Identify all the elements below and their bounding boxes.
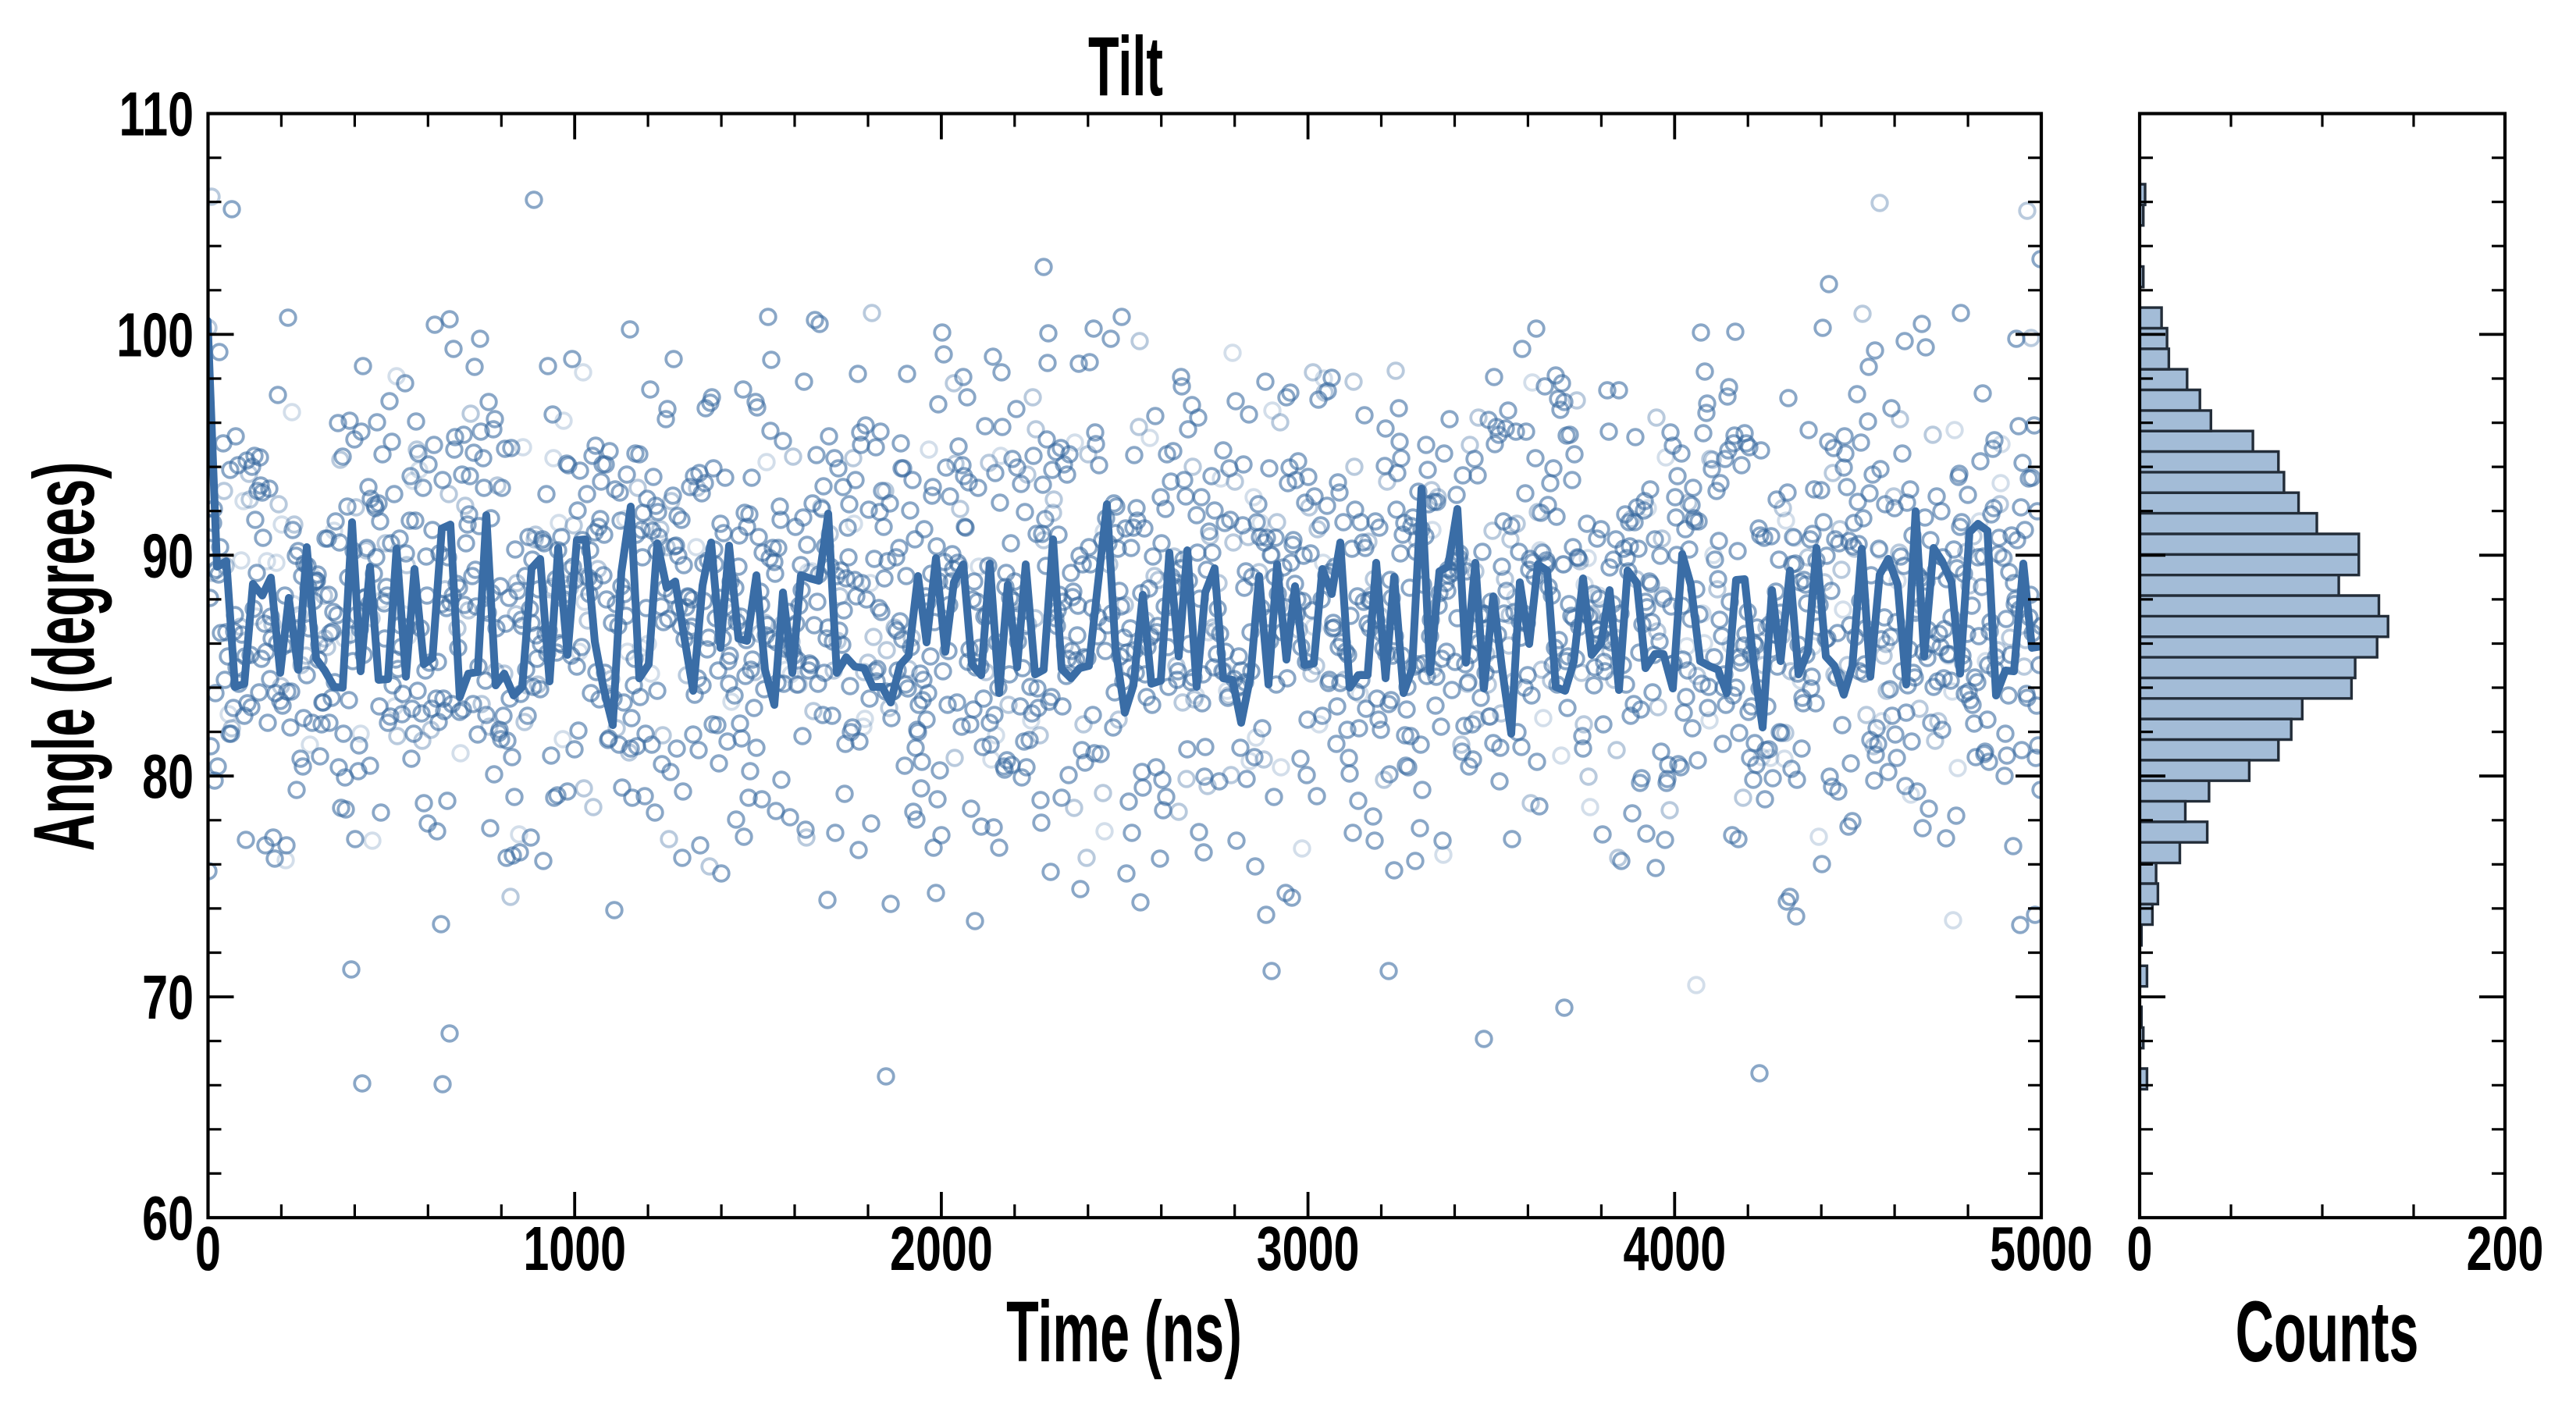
svg-text:60: 60	[142, 1183, 194, 1253]
svg-text:80: 80	[142, 741, 194, 811]
svg-text:Tilt: Tilt	[1088, 19, 1163, 113]
svg-text:3000: 3000	[1257, 1213, 1360, 1283]
svg-text:5000: 5000	[1990, 1213, 2093, 1283]
svg-text:100: 100	[116, 300, 194, 370]
svg-text:Counts: Counts	[2236, 1284, 2419, 1380]
svg-text:90: 90	[142, 521, 194, 591]
svg-text:Time (ns): Time (ns)	[1006, 1284, 1242, 1380]
svg-text:Angle (degrees): Angle (degrees)	[17, 462, 112, 852]
svg-text:0: 0	[195, 1213, 221, 1283]
svg-text:70: 70	[142, 962, 194, 1032]
svg-text:4000: 4000	[1623, 1213, 1726, 1283]
svg-text:110: 110	[119, 79, 194, 149]
svg-text:0: 0	[2127, 1213, 2153, 1283]
svg-text:200: 200	[2467, 1213, 2544, 1283]
svg-text:2000: 2000	[890, 1213, 993, 1283]
svg-text:1000: 1000	[523, 1213, 626, 1283]
